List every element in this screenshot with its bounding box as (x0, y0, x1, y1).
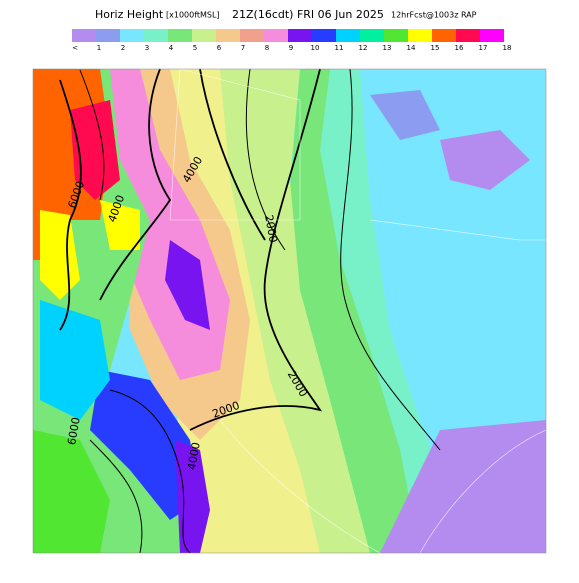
contour-label: 6000 (65, 416, 83, 446)
legend-label: 9 (289, 44, 293, 52)
forecast: 12hrFcst@1003z RAP (391, 11, 477, 20)
legend-label: 3 (145, 44, 149, 52)
legend: <1 2 3 4 5 6 7 8 9 10 11 12 13 14 15 16 17 18 (72, 29, 511, 52)
contour-label: 4000 (185, 441, 203, 471)
legend-swatch (336, 29, 360, 42)
legend-label: 14 (407, 44, 416, 52)
title: Horiz Height (95, 8, 164, 21)
legend-label: 17 (479, 44, 488, 52)
legend-swatch (408, 29, 432, 42)
legend-label: 11 (335, 44, 344, 52)
legend-swatch (240, 29, 264, 42)
legend-swatch (312, 29, 336, 42)
legend-label: < (72, 44, 78, 52)
legend-label: 6 (217, 44, 222, 52)
legend-label: 15 (431, 44, 440, 52)
legend-label: 5 (193, 44, 197, 52)
legend-label: 18 (503, 44, 512, 52)
legend-swatch (72, 29, 96, 42)
legend-swatch (216, 29, 240, 42)
legend-label: 1 (97, 44, 101, 52)
legend-swatch (120, 29, 144, 42)
legend-label: 7 (241, 44, 245, 52)
legend-swatch (264, 29, 288, 42)
units: [x1000ftMSL] (166, 11, 220, 20)
legend-swatch (456, 29, 480, 42)
legend-label: 4 (169, 44, 174, 52)
legend-swatch (432, 29, 456, 42)
legend-swatch (360, 29, 384, 42)
legend-label: 2 (121, 44, 125, 52)
map-frame (32, 68, 547, 554)
legend-swatch (480, 29, 504, 42)
legend-swatch (168, 29, 192, 42)
legend-swatch (144, 29, 168, 42)
legend-label: 12 (359, 44, 368, 52)
legend-label: 10 (311, 44, 320, 52)
contour-label: 2000 (262, 214, 280, 244)
legend-swatch (288, 29, 312, 42)
legend-swatch (96, 29, 120, 42)
legend-swatch (384, 29, 408, 42)
legend-label: 8 (265, 44, 269, 52)
map: 6000 4000 4000 2000 2000 2000 6000 4000 (33, 69, 546, 553)
legend-label: 13 (383, 44, 392, 52)
legend-swatch (192, 29, 216, 42)
valid-time: 21Z(16cdt) FRI 06 Jun 2025 (232, 8, 384, 21)
legend-label: 16 (455, 44, 464, 52)
